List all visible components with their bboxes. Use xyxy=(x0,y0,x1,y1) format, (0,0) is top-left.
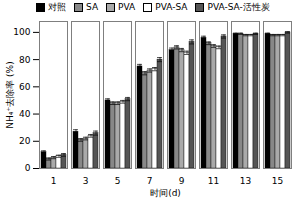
svg-text:7: 7 xyxy=(147,176,153,186)
svg-text:20: 20 xyxy=(19,136,31,146)
svg-text:3: 3 xyxy=(83,176,89,186)
html-text:SA: SA xyxy=(86,2,98,12)
svg-text:40: 40 xyxy=(19,109,31,119)
svg-text:1: 1 xyxy=(51,176,57,186)
html-text:PVA: PVA xyxy=(118,2,136,12)
svg-text:5: 5 xyxy=(115,176,121,186)
svg-text:60: 60 xyxy=(19,82,31,92)
html-text:对照: 对照 xyxy=(48,2,66,12)
svg-text:NH₄⁺去除率 (%): NH₄⁺去除率 (%) xyxy=(5,61,15,128)
svg-text:13: 13 xyxy=(240,176,251,186)
svg-text:15: 15 xyxy=(272,176,283,186)
html-text:PVA-SA-活性炭: PVA-SA-活性炭 xyxy=(207,2,270,12)
svg-text:0: 0 xyxy=(25,163,31,173)
svg-text:100: 100 xyxy=(13,27,30,37)
html-text:PVA-SA: PVA-SA xyxy=(155,2,188,12)
svg-text:时间(d): 时间(d) xyxy=(150,188,181,198)
svg-text:9: 9 xyxy=(179,176,185,186)
svg-text:11: 11 xyxy=(208,176,219,186)
svg-text:80: 80 xyxy=(19,54,31,64)
